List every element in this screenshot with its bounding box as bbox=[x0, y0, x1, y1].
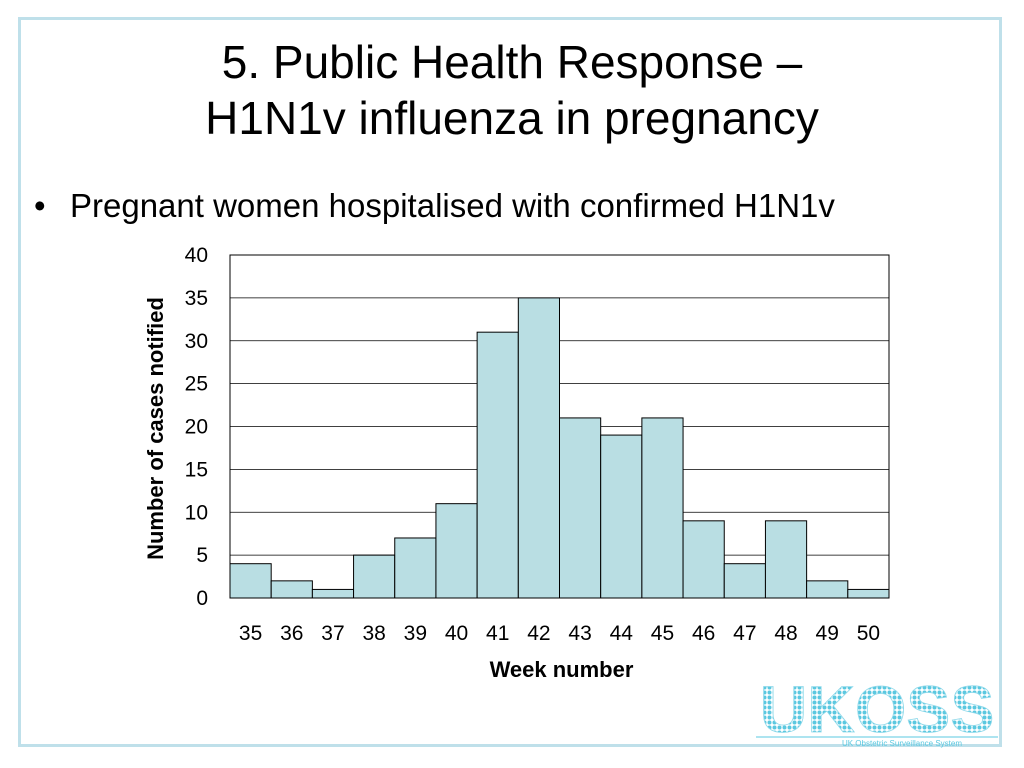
bars bbox=[229, 297, 890, 599]
y-tick-label: 10 bbox=[185, 501, 208, 524]
x-tick-label: 50 bbox=[857, 622, 880, 645]
x-tick-label: 46 bbox=[692, 622, 715, 645]
x-tick-label: 42 bbox=[527, 622, 550, 645]
slide-frame bbox=[18, 17, 1002, 747]
x-tick-labels: 35 36 37 38 39 40 41 42 43 44 45 46 47 48 49 50 bbox=[239, 622, 880, 645]
title-line-1: 5. Public Health Response – bbox=[221, 36, 803, 88]
x-tick-label: 40 bbox=[445, 622, 468, 645]
plot-area-border bbox=[229, 254, 890, 599]
bar-week-46 bbox=[682, 520, 725, 599]
bullet-item: • Pregnant women hospitalised with confir… bbox=[34, 186, 835, 226]
bar-week-43 bbox=[559, 417, 602, 599]
bar-week-39 bbox=[394, 537, 437, 599]
title-line-2: H1N1v influenza in pregnancy bbox=[205, 92, 819, 144]
x-tick-label: 48 bbox=[774, 622, 797, 645]
y-tick-label: 35 bbox=[185, 287, 208, 310]
y-tick-label: 25 bbox=[185, 373, 208, 396]
x-tick-label: 43 bbox=[568, 622, 591, 645]
x-tick-label: 47 bbox=[733, 622, 756, 645]
x-tick-label: 45 bbox=[651, 622, 674, 645]
bar-week-40 bbox=[435, 503, 478, 599]
bar-week-41 bbox=[476, 331, 519, 599]
ukoss-logo: UKOSS UK Obstetric Surveillance System bbox=[756, 680, 998, 748]
bullet-dot-icon: • bbox=[34, 187, 46, 224]
bar-week-48 bbox=[764, 520, 808, 599]
bar-week-45 bbox=[641, 417, 684, 599]
x-tick-label: 49 bbox=[816, 622, 839, 645]
slide-title: 5. Public Health Response – H1N1v influe… bbox=[0, 34, 1024, 146]
bar-week-47 bbox=[723, 563, 766, 599]
y-tick-label: 15 bbox=[185, 458, 208, 481]
x-axis-label: Week number bbox=[490, 657, 634, 682]
y-tick-label: 5 bbox=[196, 544, 208, 567]
y-tick-label: 30 bbox=[185, 330, 208, 353]
bar-week-38 bbox=[353, 554, 396, 599]
x-tick-label: 44 bbox=[610, 622, 634, 645]
bar-week-37 bbox=[311, 588, 355, 599]
x-tick-label: 37 bbox=[321, 622, 344, 645]
y-tick-label: 20 bbox=[185, 416, 208, 439]
x-tick-label: 41 bbox=[486, 622, 509, 645]
bar-week-42 bbox=[517, 297, 560, 599]
bar-week-35 bbox=[229, 563, 272, 599]
x-tick-label: 38 bbox=[362, 622, 385, 645]
x-tick-label: 36 bbox=[280, 622, 303, 645]
bar-week-49 bbox=[806, 580, 849, 599]
x-tick-label: 39 bbox=[404, 622, 427, 645]
bar-week-44 bbox=[600, 434, 643, 599]
y-tick-label: 40 bbox=[185, 244, 208, 267]
bar-week-36 bbox=[270, 580, 313, 599]
bullet-text: Pregnant women hospitalised with confirm… bbox=[70, 187, 835, 224]
x-tick-label: 35 bbox=[239, 622, 262, 645]
logo-wordmark: UKOSS bbox=[760, 680, 995, 746]
logo-subtitle: UK Obstetric Surveillance System bbox=[842, 739, 962, 748]
y-tick-labels: 0 5 10 15 20 25 30 35 40 bbox=[185, 244, 208, 610]
y-tick-label: 0 bbox=[196, 587, 208, 610]
y-axis-label: Number of cases notified bbox=[143, 297, 168, 560]
bar-week-50 bbox=[847, 588, 890, 599]
